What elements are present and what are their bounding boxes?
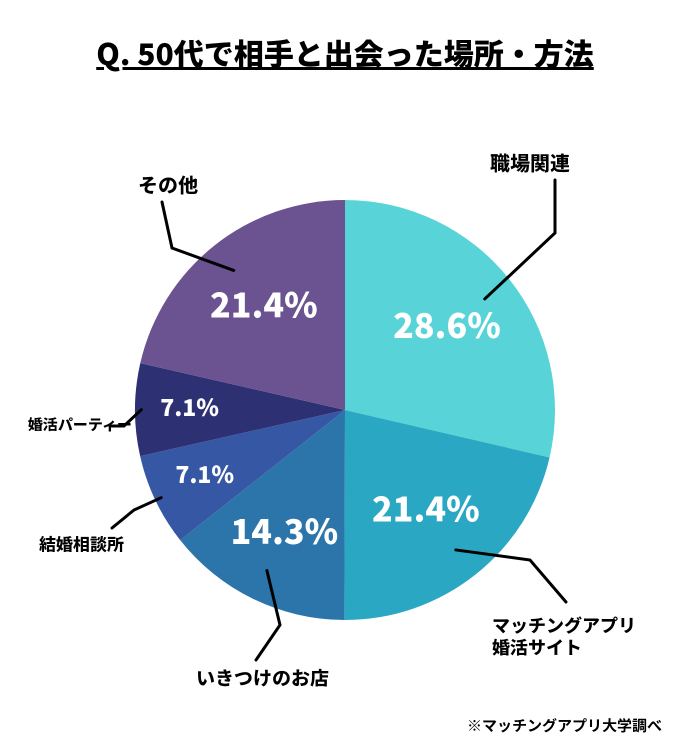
- slice-value-label: 21.4%: [210, 278, 318, 327]
- slice-category-label: 職場関連: [490, 147, 570, 176]
- slice-value-label: 21.4%: [372, 482, 480, 531]
- leader-line: [112, 498, 161, 528]
- slice-category-label: いきつけのお店: [196, 664, 329, 691]
- slice-category-label: 婚活パーティー: [28, 414, 132, 435]
- slice-category-label: その他: [138, 169, 198, 198]
- slice-value-label: 7.1%: [160, 389, 219, 423]
- slice-value-label: 28.6%: [393, 299, 501, 348]
- chart-page: Q. 50代で相手と出会った場所・方法 ※マッチングアプリ大学調べ 28.6%2…: [0, 0, 690, 750]
- slice-category-label: 結婚相談所: [39, 531, 124, 556]
- slice-value-label: 7.1%: [175, 456, 234, 490]
- slice-value-label: 14.3%: [231, 505, 339, 554]
- pie-chart: 28.6%21.4%14.3%7.1%7.1%21.4%職場関連マッチングアプリ…: [0, 0, 690, 750]
- slice-category-label: 婚活サイト: [492, 634, 582, 660]
